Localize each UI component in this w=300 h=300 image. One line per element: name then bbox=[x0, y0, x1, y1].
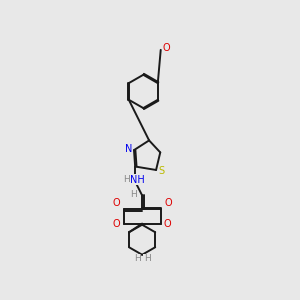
Text: NH: NH bbox=[130, 175, 145, 185]
Text: H: H bbox=[134, 254, 140, 263]
Text: O: O bbox=[164, 219, 172, 229]
Text: H: H bbox=[130, 190, 137, 199]
Text: H: H bbox=[123, 175, 130, 184]
Text: O: O bbox=[113, 219, 120, 229]
Text: O: O bbox=[163, 43, 170, 53]
Text: O: O bbox=[164, 199, 172, 208]
Text: S: S bbox=[159, 166, 165, 176]
Text: H: H bbox=[144, 254, 151, 263]
Text: O: O bbox=[112, 199, 120, 208]
Text: N: N bbox=[125, 144, 133, 154]
